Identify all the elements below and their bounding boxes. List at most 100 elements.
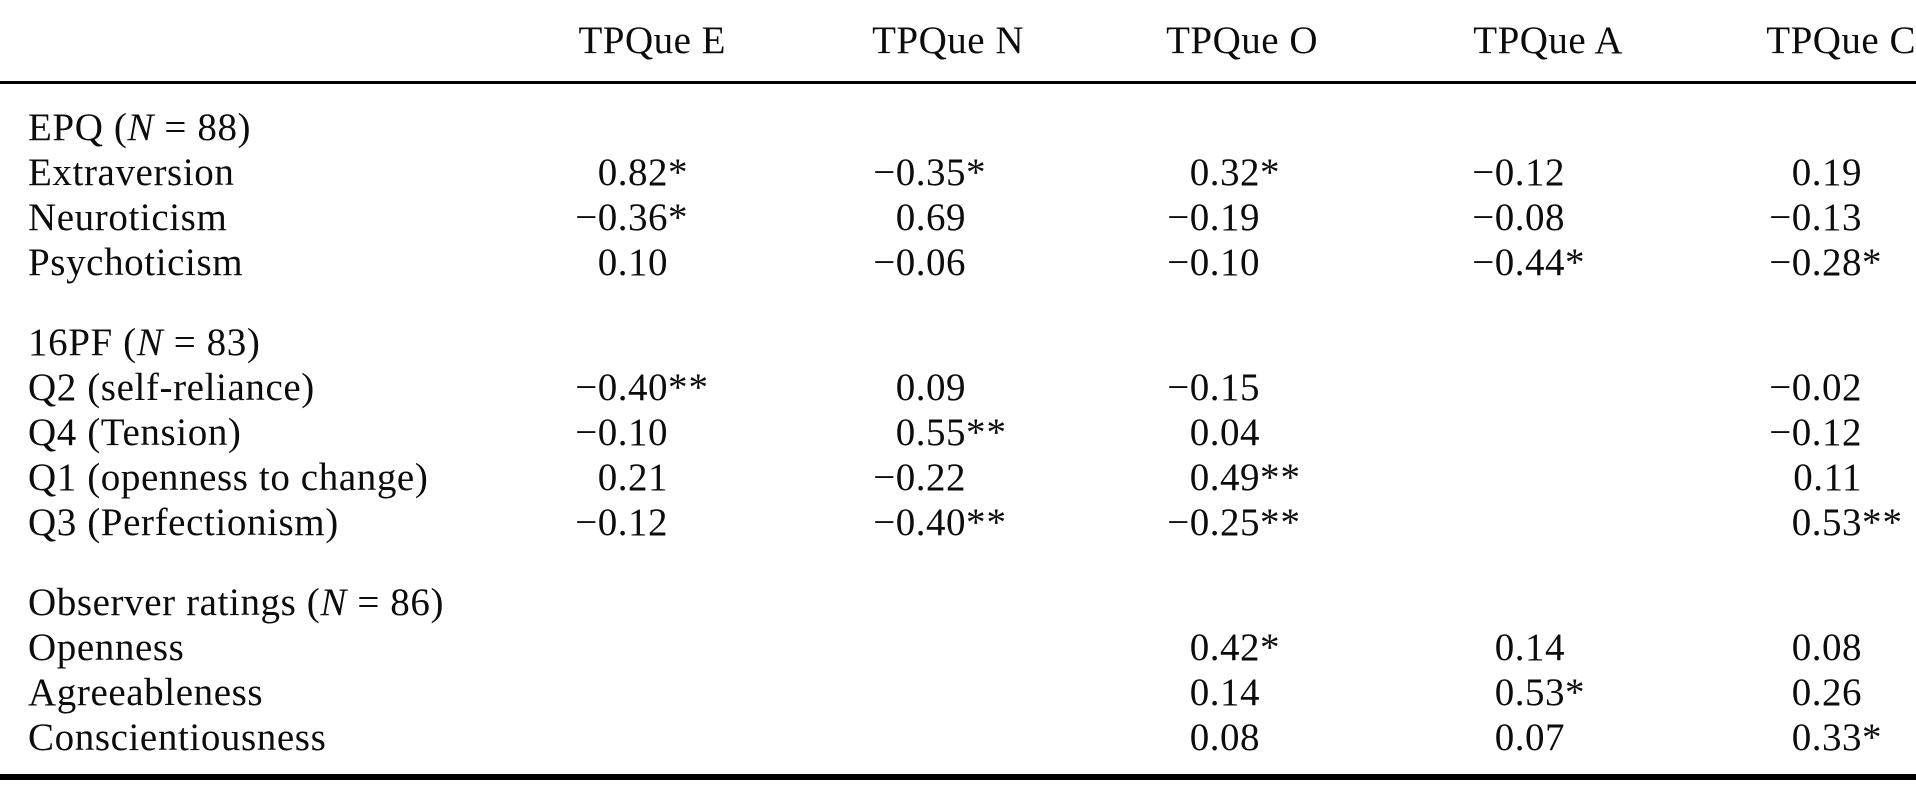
value-wrap: −0.12 [1300, 150, 1605, 195]
value-cell [1300, 365, 1605, 410]
correlation-value: 0.53 [1791, 500, 1862, 544]
value-cell: 0.33 * [1605, 715, 1916, 760]
row-label: Agreeableness [28, 670, 264, 714]
value-cell: 0.55 ** [708, 410, 1006, 455]
significance-asterisks: * [1260, 625, 1281, 669]
value-cell: −0.12 [1300, 150, 1605, 195]
correlation-value: 0.09 [895, 365, 966, 409]
column-header-tpque-n: TPQue N [708, 0, 1024, 84]
value-cell: 0.14 [1006, 670, 1300, 715]
value-wrap: −0.25 ** [1006, 500, 1300, 545]
value-cell: 0.42 * [1006, 625, 1300, 670]
correlation-value: 0.82 [597, 150, 668, 194]
value-cell: 0.08 [1605, 625, 1916, 670]
section-header: Observer ratings (N = 86) [0, 580, 1916, 625]
sample-size-value: = 86) [347, 580, 445, 624]
value-cell: −0.13 [1605, 195, 1916, 240]
value-cell: 0.07 [1300, 715, 1605, 760]
value-cell: 0.09 [708, 365, 1006, 410]
row-label: Q3 (Perfectionism) [28, 500, 339, 544]
value-cell: 0.14 [1300, 625, 1605, 670]
correlation-value: 0.14 [1189, 670, 1260, 714]
value-cell: 0.82 * [440, 150, 708, 195]
column-header-label: TPQue E [578, 19, 726, 62]
section-header-text: EPQ ( [28, 105, 128, 149]
table-row: Conscientiousness 0.08 0.07 0.33 * [0, 715, 1916, 760]
value-wrap: 0.08 [1605, 625, 1916, 670]
section-header-row: 16PF (N = 83) [0, 320, 1916, 365]
value-wrap: −0.19 [1006, 195, 1300, 240]
value-cell: −0.19 [1006, 195, 1300, 240]
correlation-value: −0.25 [1167, 500, 1260, 544]
value-wrap: 0.33 * [1605, 715, 1916, 760]
significance-asterisks: * [668, 195, 689, 239]
table-row: Q4 (Tension) −0.10 0.55 ** 0.04 −0.12 [0, 410, 1916, 455]
value-wrap: 0.53 ** [1605, 500, 1916, 545]
section-spacer [0, 545, 1916, 580]
table-row: Extraversion 0.82 * −0.35 * 0.32 * −0.12 0.19 [0, 150, 1916, 195]
value-cell: −0.10 [440, 410, 708, 455]
value-wrap: −0.15 [1006, 365, 1300, 410]
value-wrap: 0.26 [1605, 670, 1916, 715]
correlation-value: 0.53 [1494, 670, 1565, 714]
correlation-value: −0.06 [873, 240, 966, 284]
value-wrap: 0.10 [440, 240, 708, 285]
table-header-row: TPQue E TPQue N TPQue O TPQue A TPQue C [0, 0, 1916, 84]
correlation-value: −0.35 [873, 150, 966, 194]
value-cell: 0.69 [708, 195, 1006, 240]
row-label: Psychoticism [28, 240, 244, 284]
value-wrap: 0.11 [1605, 455, 1916, 500]
table-row: Q1 (openness to change) 0.21 −0.22 0.49 ** 0.… [0, 455, 1916, 500]
correlation-value: 0.69 [895, 195, 966, 239]
value-cell: −0.40 ** [440, 365, 708, 410]
value-cell [1300, 410, 1605, 455]
value-cell: −0.15 [1006, 365, 1300, 410]
row-label: Openness [28, 625, 185, 669]
correlation-value: −0.12 [575, 500, 668, 544]
value-wrap: 0.55 ** [708, 410, 1006, 455]
table-row: Q3 (Perfectionism) −0.12 −0.40 ** −0.25 ** 0.5… [0, 500, 1916, 545]
section-header-row: EPQ (N = 88) [0, 105, 1916, 150]
correlation-value: −0.44 [1472, 240, 1565, 284]
significance-asterisks: ** [966, 500, 1007, 544]
value-cell [708, 715, 1006, 760]
column-header-label: TPQue O [1166, 19, 1318, 62]
value-cell: −0.08 [1300, 195, 1605, 240]
correlation-value: 0.11 [1793, 455, 1862, 499]
significance-asterisks: * [1565, 670, 1586, 714]
value-wrap: 0.21 [440, 455, 708, 500]
value-cell: −0.22 [708, 455, 1006, 500]
table-body: EPQ (N = 88) Extraversion 0.82 * −0.35 * 0.32 *… [0, 83, 1916, 777]
table-row: Openness 0.42 * 0.14 0.08 [0, 625, 1916, 670]
value-cell: −0.25 ** [1006, 500, 1300, 545]
sample-size-variable: N [136, 320, 164, 364]
sample-size-variable: N [320, 580, 347, 624]
significance-asterisks: * [1260, 150, 1281, 194]
correlation-value: −0.22 [873, 455, 966, 499]
value-cell: 0.26 [1605, 670, 1916, 715]
value-wrap: 0.69 [708, 195, 1006, 240]
correlation-value: 0.26 [1791, 670, 1862, 714]
column-header-tpque-c: TPQue C [1605, 0, 1916, 84]
value-cell: −0.06 [708, 240, 1006, 285]
value-cell: 0.19 [1605, 150, 1916, 195]
value-cell [708, 670, 1006, 715]
correlation-value: −0.36 [575, 195, 668, 239]
table-row: Agreeableness 0.14 0.53 * 0.26 [0, 670, 1916, 715]
correlation-value: 0.33 [1791, 715, 1862, 759]
value-cell: −0.02 [1605, 365, 1916, 410]
value-cell: −0.44 * [1300, 240, 1605, 285]
correlation-value: 0.08 [1791, 625, 1862, 669]
value-wrap: −0.22 [708, 455, 1006, 500]
value-cell: −0.10 [1006, 240, 1300, 285]
correlation-value: 0.21 [597, 455, 668, 499]
value-wrap: 0.14 [1006, 670, 1300, 715]
column-header-tpque-o: TPQue O [1006, 0, 1318, 84]
correlation-value: −0.28 [1769, 240, 1862, 284]
row-label: Q1 (openness to change) [28, 455, 429, 499]
correlation-value: 0.49 [1189, 455, 1260, 499]
row-label: Neuroticism [28, 195, 228, 239]
value-wrap: 0.53 * [1300, 670, 1605, 715]
value-wrap: 0.82 * [440, 150, 708, 195]
